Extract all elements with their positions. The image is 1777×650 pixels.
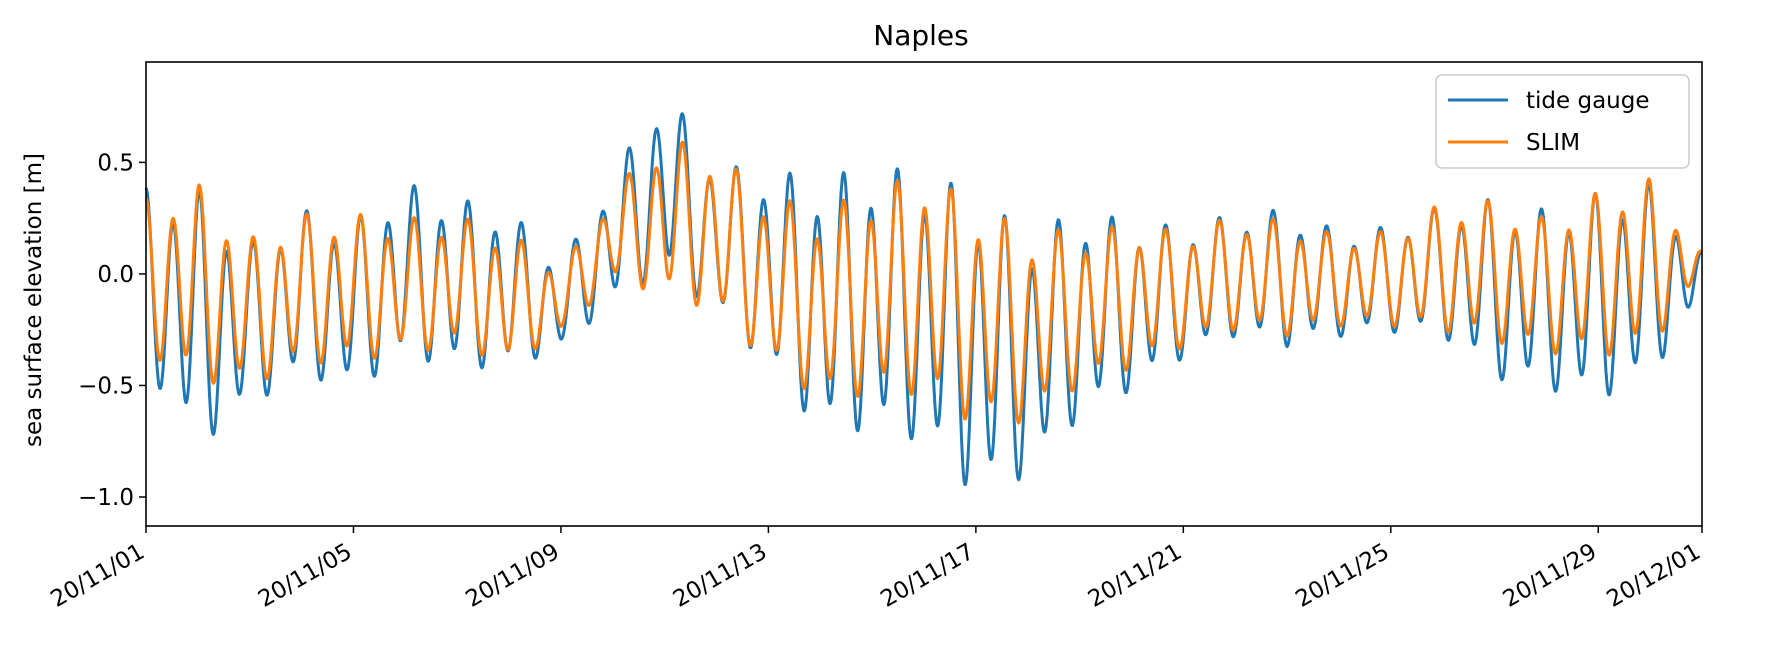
legend-label-slim: SLIM — [1526, 130, 1580, 156]
y-axis-label: sea surface elevation [m] — [21, 153, 47, 447]
chart-title: Naples — [873, 19, 968, 52]
legend: tide gauge SLIM — [1435, 74, 1690, 169]
y-axis: −1.0 −0.5 0.0 0.5 — [78, 150, 146, 511]
y-tick-label: 0.0 — [97, 262, 134, 288]
legend-label-tide-gauge: tide gauge — [1526, 88, 1650, 114]
series-layer — [144, 112, 1704, 486]
plot-frame — [145, 61, 1703, 527]
y-tick-label: 0.5 — [97, 150, 134, 176]
y-tick-label: −1.0 — [78, 485, 134, 511]
legend-box — [1435, 74, 1690, 169]
y-tick-label: −0.5 — [78, 373, 134, 399]
series-line-slim — [144, 140, 1704, 425]
